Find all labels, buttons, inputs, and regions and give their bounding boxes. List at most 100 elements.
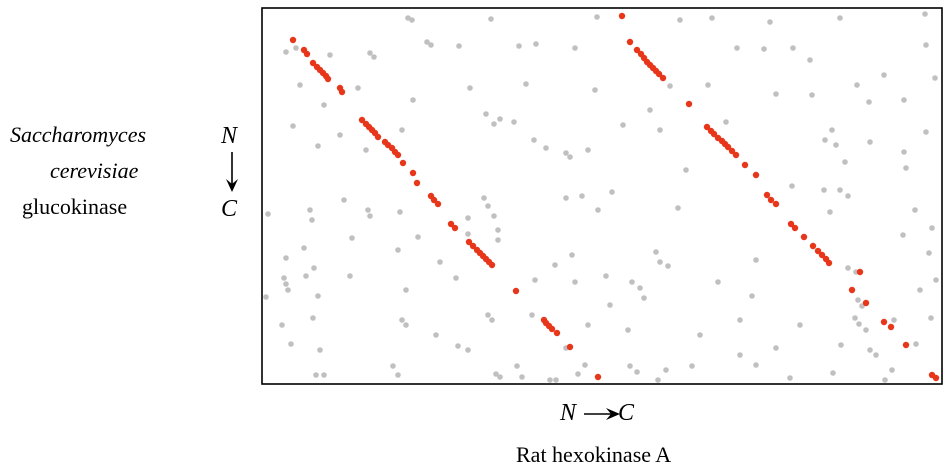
- noise-dot: [856, 321, 862, 327]
- noise-dot: [453, 275, 459, 281]
- noise-dot: [653, 249, 659, 255]
- noise-dot: [403, 287, 409, 293]
- horizontal-arrow-icon: [584, 408, 620, 420]
- noise-dot: [315, 293, 321, 299]
- noise-dot: [483, 111, 489, 117]
- noise-dot: [485, 203, 491, 209]
- noise-dot: [873, 352, 879, 358]
- noise-dot: [465, 347, 471, 353]
- noise-dot: [592, 87, 598, 93]
- noise-dot: [833, 142, 839, 148]
- match-dot: [763, 191, 771, 199]
- noise-dot: [697, 332, 703, 338]
- noise-dot: [531, 137, 537, 143]
- y-axis-n-terminus: N: [221, 123, 238, 149]
- x-axis-n-terminus: N: [560, 400, 577, 426]
- match-dot: [633, 46, 641, 54]
- noise-dot: [465, 231, 471, 237]
- noise-dot: [842, 159, 848, 165]
- match-dot: [809, 242, 817, 250]
- noise-dot: [315, 143, 321, 149]
- noise-dot: [410, 97, 416, 103]
- noise-dot: [677, 17, 683, 23]
- match-dot: [465, 238, 473, 246]
- noise-dot: [567, 154, 573, 160]
- match-dot: [800, 233, 808, 241]
- noise-dot: [901, 97, 907, 103]
- match-dot: [553, 329, 561, 337]
- noise-dot: [303, 273, 309, 279]
- noise-dot: [903, 165, 909, 171]
- noise-dot: [363, 147, 369, 153]
- noise-dot: [689, 363, 695, 369]
- match-dot: [932, 374, 940, 382]
- noise-dot: [317, 347, 323, 353]
- match-dot: [724, 143, 732, 151]
- noise-dot: [838, 342, 844, 348]
- noise-dot: [519, 374, 525, 380]
- noise-dot: [403, 322, 409, 328]
- match-dot: [324, 75, 332, 83]
- match-dot: [659, 74, 667, 82]
- noise-dot: [367, 50, 373, 56]
- match-dot: [618, 12, 626, 20]
- noise-dot: [543, 145, 549, 151]
- noise-dot: [625, 327, 631, 333]
- noise-dot: [852, 315, 858, 321]
- match-dot: [818, 251, 826, 259]
- match-dot: [399, 159, 407, 167]
- noise-dot: [926, 250, 932, 256]
- noise-dot: [313, 372, 319, 378]
- match-dot: [409, 169, 417, 177]
- noise-dot: [491, 121, 497, 127]
- noise-dot: [749, 293, 755, 299]
- noise-dot: [321, 372, 327, 378]
- noise-dot: [349, 235, 355, 241]
- noise-dot: [933, 277, 939, 283]
- noise-dot: [863, 327, 869, 333]
- noise-dot: [753, 362, 759, 368]
- noise-dot: [532, 277, 538, 283]
- match-dot: [791, 224, 799, 232]
- noise-dot: [845, 265, 851, 271]
- noise-dot: [309, 217, 315, 223]
- match-dot: [887, 323, 895, 331]
- match-dot: [626, 38, 634, 46]
- noise-dot: [932, 75, 938, 81]
- noise-dot: [437, 259, 443, 265]
- noise-dot: [467, 85, 473, 91]
- match-dot: [309, 59, 317, 67]
- noise-dot: [634, 369, 640, 375]
- noise-dot: [529, 312, 535, 318]
- noise-dot: [516, 43, 522, 49]
- match-dot: [374, 133, 382, 141]
- match-dot: [430, 196, 438, 204]
- noise-dot: [603, 273, 609, 279]
- noise-dot: [337, 132, 343, 138]
- noise-dot: [279, 322, 285, 328]
- noise-dot: [837, 187, 843, 193]
- noise-dot: [830, 370, 836, 376]
- noise-dot: [582, 362, 588, 368]
- alignment-dots: [289, 12, 940, 382]
- noise-dot: [563, 195, 569, 201]
- noise-dot: [627, 363, 633, 369]
- noise-dot: [913, 341, 919, 347]
- noise-dot: [347, 273, 353, 279]
- noise-dot: [552, 262, 558, 268]
- noise-dot: [837, 15, 843, 21]
- noise-dot: [290, 123, 296, 129]
- noise-dot: [415, 234, 421, 240]
- noise-dot: [889, 367, 895, 373]
- noise-dot: [891, 317, 897, 323]
- noise-dot: [655, 377, 661, 383]
- noise-dot: [663, 367, 669, 373]
- match-dot: [880, 318, 888, 326]
- noise-dot: [647, 107, 653, 113]
- noise-dot: [488, 16, 494, 22]
- noise-dot: [609, 189, 615, 195]
- noise-dot: [761, 46, 767, 52]
- match-dot: [848, 286, 856, 294]
- x-axis-c-terminus: C: [618, 400, 635, 426]
- noise-dot: [433, 332, 439, 338]
